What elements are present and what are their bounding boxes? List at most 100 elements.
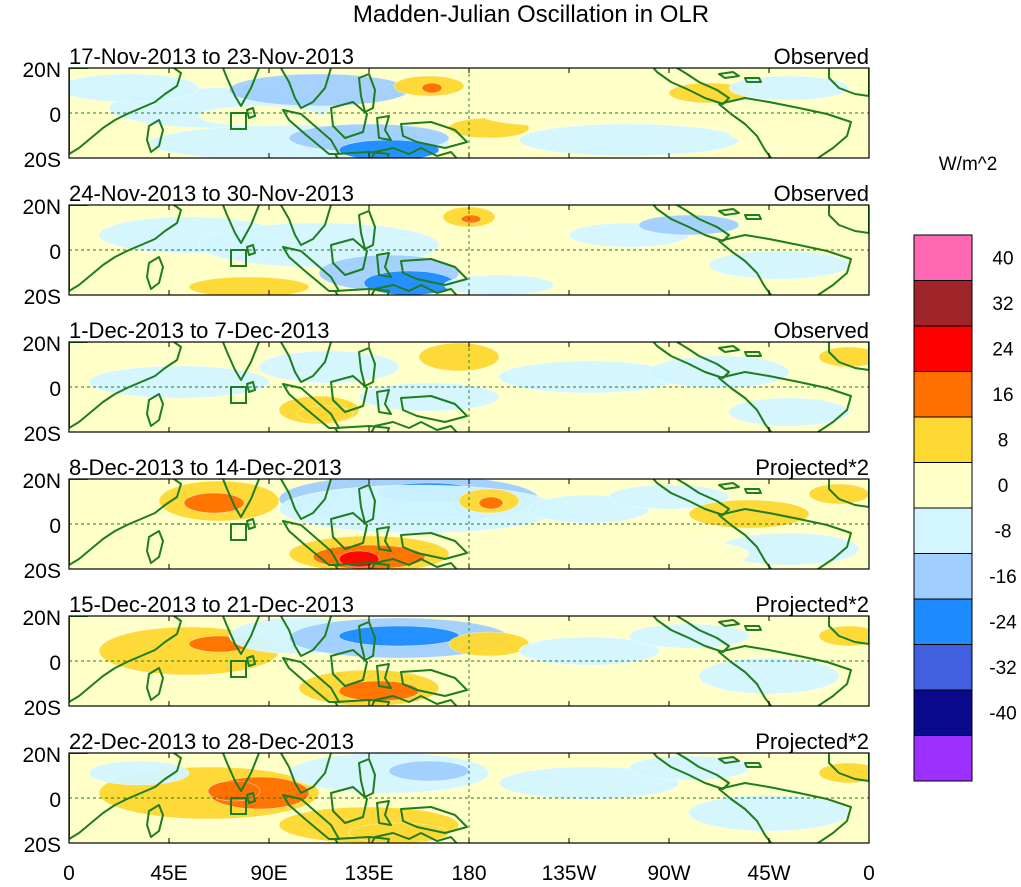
anomaly-contour [818, 346, 869, 368]
panel-type-label: Projected*2 [755, 592, 869, 617]
colorbar-tick-label: -24 [989, 613, 1017, 634]
panel-date-range: 24-Nov-2013 to 30-Nov-2013 [69, 181, 354, 206]
latitude-label: 0 [49, 378, 61, 401]
map-panel: 15-Dec-2013 to 21-Dec-2013 Projected*2 20N… [22, 592, 870, 720]
colorbar-swatch [913, 735, 973, 782]
colorbar-swatch [913, 416, 973, 463]
reference-box [230, 249, 247, 267]
longitude-label: 45E [150, 862, 187, 885]
colorbar-tick-label: -32 [989, 658, 1016, 679]
anomaly-contour [443, 274, 555, 295]
longitude-label: 135W [542, 862, 597, 885]
anomaly-contour [338, 625, 460, 647]
latitude-label: 20N [22, 196, 61, 219]
colorbar-tick-label: 8 [998, 431, 1009, 452]
latitude-label: 20S [24, 149, 61, 172]
anomaly-contour [638, 214, 740, 236]
colorbar-tick-label: 24 [992, 340, 1014, 361]
panel-type-label: Projected*2 [755, 729, 869, 754]
reference-box [230, 112, 247, 130]
anomaly-contour [728, 397, 850, 427]
figure-title: Madden-Julian Oscillation in OLR [353, 1, 709, 28]
anomaly-contour [498, 766, 680, 800]
anomaly-contour [88, 365, 270, 399]
anomaly-contour [518, 123, 740, 157]
longitude-label: 0 [63, 862, 75, 885]
anomaly-contour [228, 73, 410, 107]
longitude-label: 90W [647, 862, 690, 885]
latitude-label: 0 [49, 652, 61, 675]
reference-box [230, 660, 247, 678]
colorbar-tick-label: 16 [992, 385, 1013, 406]
latitude-label: 20N [22, 744, 61, 767]
map-panel: 1-Dec-2013 to 7-Dec-2013 Observed 20N 0 20S [22, 318, 870, 446]
colorbar-swatch [913, 462, 973, 509]
panel-date-range: 8-Dec-2013 to 14-Dec-2013 [69, 455, 342, 480]
anomaly-contour [296, 405, 354, 423]
latitude-label: 0 [49, 104, 61, 127]
anomaly-contour [808, 483, 869, 505]
reference-box [230, 523, 247, 541]
panel-type-label: Projected*2 [755, 455, 869, 480]
longitude-label: 135E [344, 862, 393, 885]
map-panel: 8-Dec-2013 to 14-Dec-2013 Projected*2 20N 0… [22, 455, 870, 583]
latitude-label: 20N [22, 59, 61, 82]
panel-type-label: Observed [774, 44, 869, 69]
colorbar-swatch [913, 280, 973, 327]
colorbar-tick-label: -8 [995, 522, 1012, 543]
longitude-label: 90E [250, 862, 287, 885]
anomaly-contour [388, 760, 470, 782]
colorbar-tick-label: -16 [989, 567, 1016, 588]
latitude-label: 0 [49, 515, 61, 538]
latitude-label: 20S [24, 834, 61, 857]
anomaly-contour [258, 350, 400, 384]
latitude-label: 20S [24, 560, 61, 583]
anomaly-contour [648, 355, 790, 389]
panel-date-range: 17-Nov-2013 to 23-Nov-2013 [69, 44, 354, 69]
colorbar-swatch [913, 325, 973, 372]
longitude-label: 180 [451, 862, 486, 885]
anomaly-contour [518, 636, 660, 666]
colorbar-tick-label: 0 [998, 476, 1009, 497]
panel-date-range: 15-Dec-2013 to 21-Dec-2013 [69, 592, 354, 617]
anomaly-contour [648, 541, 750, 567]
anomaly-contour [418, 342, 500, 372]
map-panel: 17-Nov-2013 to 23-Nov-2013 Observed 20N 0 20… [22, 44, 870, 172]
reference-box [230, 386, 247, 404]
anomaly-contour [628, 623, 750, 649]
anomaly-contour [448, 631, 530, 657]
latitude-label: 0 [49, 789, 61, 812]
panel-type-label: Observed [774, 318, 869, 343]
colorbar-swatch [913, 371, 973, 418]
map-panel: 22-Dec-2013 to 28-Dec-2013 Projected*2 20N… [22, 729, 870, 857]
panel-type-label: Observed [774, 181, 869, 206]
anomaly-contour [818, 625, 869, 647]
anomaly-contour [688, 499, 810, 529]
longitude-label: 45W [747, 862, 790, 885]
panel-date-range: 1-Dec-2013 to 7-Dec-2013 [69, 318, 329, 343]
anomaly-contour [183, 492, 245, 514]
anomaly-contour [688, 794, 850, 832]
latitude-label: 20N [22, 333, 61, 356]
anomaly-contour [478, 496, 504, 510]
latitude-label: 20N [22, 607, 61, 630]
colorbar: 40 32 24 16 8 0 -8 -16 -24 -32 -40 [913, 234, 1017, 782]
colorbar-swatch [913, 644, 973, 691]
map-panel: 24-Nov-2013 to 30-Nov-2013 Observed 20N 0 20… [22, 181, 870, 309]
colorbar-units: W/m^2 [939, 154, 998, 175]
colorbar-swatch [913, 689, 973, 736]
anomaly-contour [608, 484, 730, 510]
latitude-label: 20N [22, 470, 61, 493]
anomaly-contour [188, 276, 310, 295]
anomaly-contour [278, 484, 560, 534]
longitude-label: 0 [863, 862, 875, 885]
colorbar-tick-label: 32 [992, 294, 1013, 315]
colorbar-swatch [913, 507, 973, 554]
colorbar-tick-label: -40 [989, 704, 1016, 725]
latitude-label: 0 [49, 241, 61, 264]
latitude-label: 20S [24, 423, 61, 446]
anomaly-contour [708, 250, 850, 280]
colorbar-tick-label: 40 [992, 249, 1013, 270]
anomaly-contour [818, 762, 869, 784]
